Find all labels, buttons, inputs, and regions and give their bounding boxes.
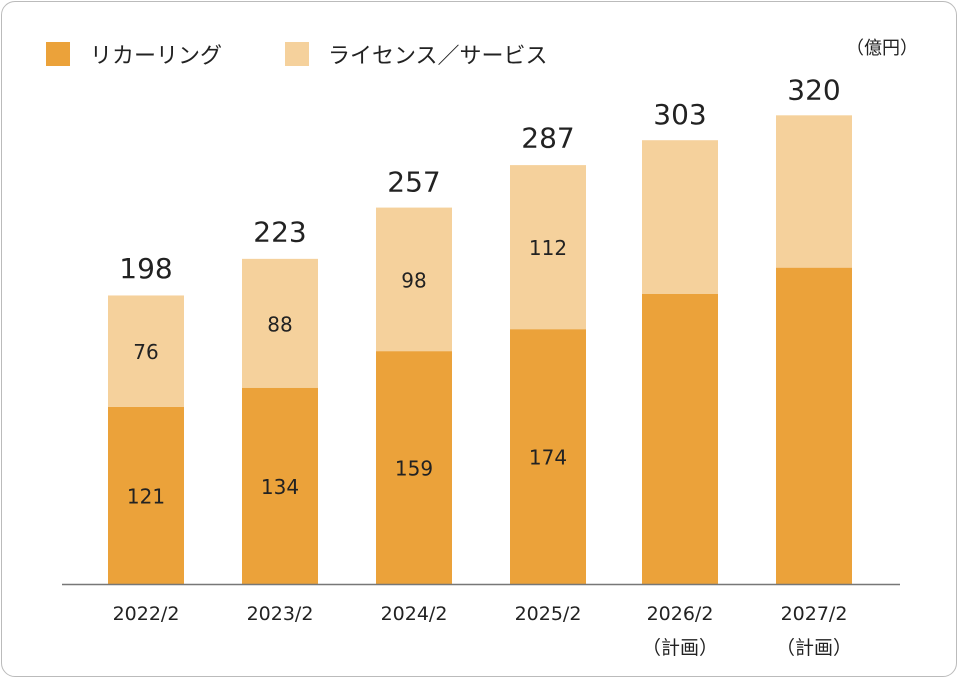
data-label: 159 (395, 457, 433, 481)
bar-recurring-2024/2 (376, 351, 452, 584)
bar-license-2025/2 (510, 165, 586, 330)
bar-recurring-2026/2 (642, 294, 718, 584)
x-tick-label: 2026/2 (647, 603, 714, 625)
x-tick-note: （計画） (776, 637, 852, 659)
bar-recurring-2022/2 (108, 406, 184, 584)
data-label: 98 (401, 268, 426, 292)
x-tick-label: 2022/2 (113, 603, 180, 625)
bar-recurring-2023/2 (242, 387, 318, 584)
legend-swatch-license (285, 42, 309, 66)
x-tick-label: 2027/2 (781, 603, 848, 625)
bar-recurring-2025/2 (510, 329, 586, 584)
bar-license-2027/2 (776, 115, 852, 268)
x-tick-label: 2025/2 (515, 603, 582, 625)
bar-license-2026/2 (642, 140, 718, 294)
data-label: 88 (267, 312, 292, 336)
legend: リカーリング ライセンス／サービス (46, 42, 548, 69)
total-label: 223 (253, 215, 306, 248)
data-label: 174 (529, 446, 567, 470)
data-label: 134 (261, 475, 299, 499)
bar-recurring-2027/2 (776, 267, 852, 584)
total-label: 257 (387, 166, 440, 199)
legend-label-license: ライセンス／サービス (328, 44, 548, 69)
total-label: 287 (521, 122, 574, 155)
data-label: 76 (133, 340, 158, 364)
total-label: 303 (653, 98, 706, 131)
x-tick-label: 2023/2 (247, 603, 314, 625)
bar-license-2022/2 (108, 295, 184, 407)
legend-label-recurring: リカーリング (90, 44, 222, 69)
bar-license-2023/2 (242, 258, 318, 388)
total-label: 198 (119, 252, 172, 285)
x-tick-note: （計画） (642, 637, 718, 659)
total-label: 320 (787, 73, 840, 106)
bar-license-2024/2 (376, 207, 452, 352)
data-label: 112 (529, 236, 567, 260)
legend-swatch-recurring (46, 42, 70, 66)
data-label: 121 (127, 484, 165, 508)
unit-label: （億円） (846, 38, 918, 59)
x-tick-label: 2024/2 (381, 603, 448, 625)
